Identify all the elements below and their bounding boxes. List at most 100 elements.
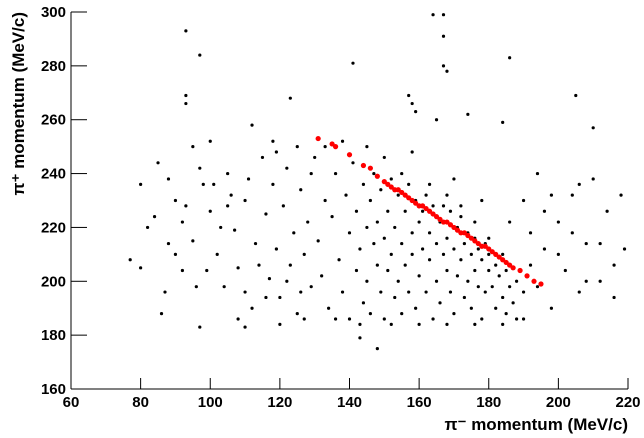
- point: [421, 247, 425, 251]
- y-tick-label: 160: [41, 381, 66, 398]
- point: [459, 204, 463, 208]
- point: [173, 198, 178, 203]
- point: [184, 93, 188, 98]
- point: [591, 126, 595, 130]
- point: [243, 290, 247, 294]
- point: [410, 252, 414, 256]
- point: [361, 182, 366, 186]
- point: [315, 135, 321, 142]
- point: [542, 247, 547, 251]
- point: [396, 193, 400, 197]
- point: [333, 317, 338, 321]
- point: [531, 278, 537, 284]
- point: [278, 322, 282, 326]
- point: [327, 306, 331, 310]
- y-tick-label: 180: [41, 327, 66, 344]
- point: [417, 220, 421, 224]
- point: [194, 285, 198, 289]
- point: [368, 312, 372, 316]
- point: [198, 325, 202, 329]
- point: [445, 69, 449, 73]
- x-tick-label: 160: [407, 394, 432, 411]
- point: [542, 209, 547, 213]
- point: [152, 215, 157, 219]
- point: [281, 204, 285, 208]
- point: [198, 53, 202, 57]
- point: [421, 209, 425, 213]
- point: [570, 231, 574, 235]
- point: [368, 198, 372, 203]
- point: [212, 182, 216, 186]
- x-tick-label: 60: [63, 394, 80, 411]
- point: [427, 258, 432, 262]
- point: [577, 290, 581, 294]
- point: [274, 150, 278, 154]
- point: [452, 312, 456, 316]
- point: [598, 279, 602, 283]
- point: [414, 110, 418, 114]
- point: [367, 165, 373, 171]
- point: [427, 231, 432, 235]
- point: [313, 155, 317, 160]
- point: [163, 290, 167, 294]
- point: [431, 317, 435, 321]
- point: [253, 241, 258, 246]
- point: [400, 171, 404, 176]
- point: [374, 173, 380, 179]
- point: [361, 301, 366, 305]
- point: [466, 279, 470, 283]
- point: [452, 247, 456, 251]
- point: [396, 279, 400, 283]
- point: [487, 268, 491, 273]
- point: [340, 139, 345, 143]
- point: [538, 281, 544, 287]
- point: [264, 212, 268, 216]
- point: [299, 188, 303, 192]
- point: [508, 285, 512, 289]
- y-axis-title: π⁺ momentum (MeV/c): [9, 12, 28, 196]
- point: [501, 322, 505, 326]
- point: [448, 290, 453, 294]
- point: [459, 258, 463, 262]
- point: [528, 231, 533, 235]
- point: [476, 285, 480, 289]
- point: [501, 252, 505, 256]
- point: [517, 267, 523, 274]
- point: [330, 215, 334, 219]
- point: [445, 236, 449, 240]
- point: [180, 220, 184, 224]
- point: [246, 177, 251, 181]
- point: [386, 209, 390, 213]
- point: [139, 266, 143, 270]
- point: [417, 322, 421, 326]
- point: [159, 312, 164, 316]
- point: [166, 241, 171, 246]
- point: [483, 290, 487, 294]
- point: [215, 252, 219, 256]
- point: [403, 263, 407, 267]
- point: [584, 279, 588, 283]
- x-tick-label: 200: [546, 394, 571, 411]
- point: [316, 239, 320, 243]
- point: [372, 241, 376, 246]
- point: [612, 295, 616, 300]
- point: [574, 93, 578, 98]
- point: [445, 268, 449, 273]
- point: [271, 139, 275, 143]
- point: [556, 220, 560, 224]
- point: [166, 177, 171, 181]
- point: [605, 209, 609, 213]
- point: [407, 290, 411, 294]
- point: [173, 252, 178, 256]
- point: [274, 247, 278, 251]
- point: [285, 279, 289, 283]
- point: [511, 301, 515, 305]
- point: [243, 325, 247, 329]
- point: [510, 265, 516, 271]
- point: [480, 317, 484, 321]
- point: [434, 118, 439, 122]
- point: [358, 247, 362, 251]
- point: [222, 285, 226, 289]
- point: [515, 317, 519, 321]
